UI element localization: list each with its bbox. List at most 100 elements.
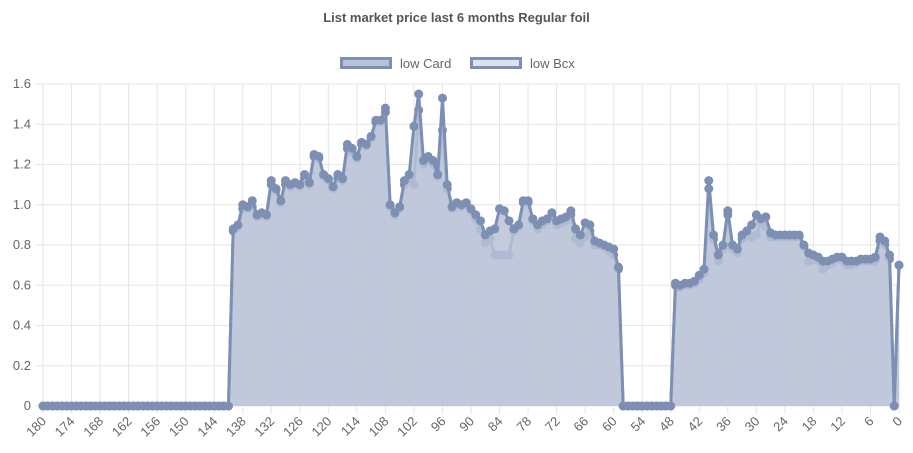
data-point-low-card[interactable]	[704, 176, 714, 186]
x-tick-label: 6	[861, 414, 877, 430]
data-point-low-card[interactable]	[742, 226, 752, 236]
data-point-low-card[interactable]	[442, 180, 452, 190]
data-point-low-card[interactable]	[385, 200, 395, 210]
data-point-low-card[interactable]	[323, 174, 333, 184]
data-point-low-card[interactable]	[380, 103, 390, 113]
x-tick-label: 60	[599, 414, 620, 435]
data-point-low-card[interactable]	[437, 93, 447, 103]
data-point-low-card[interactable]	[575, 230, 585, 240]
series-layer	[38, 89, 904, 411]
data-point-low-card[interactable]	[699, 264, 709, 274]
legend-label-low-card: low Card	[400, 55, 452, 71]
chart-title: List market price last 6 months Regular …	[323, 10, 590, 25]
x-tick-label: 102	[394, 414, 420, 440]
x-tick-label: 144	[194, 414, 220, 440]
data-point-low-card[interactable]	[542, 214, 552, 224]
data-point-low-card[interactable]	[304, 178, 314, 188]
data-point-low-card[interactable]	[690, 276, 700, 286]
data-point-low-card[interactable]	[295, 180, 305, 190]
y-tick-label: 0.6	[13, 277, 31, 292]
data-point-low-card[interactable]	[747, 220, 757, 230]
data-point-low-card[interactable]	[399, 176, 409, 186]
data-point-low-card[interactable]	[490, 224, 500, 234]
x-tick-label: 48	[656, 414, 677, 435]
data-point-low-card[interactable]	[609, 244, 619, 254]
x-tick-label: 162	[109, 414, 135, 440]
data-point-low-card[interactable]	[694, 270, 704, 280]
data-point-low-card[interactable]	[718, 240, 728, 250]
y-axis: 0 0.2 0.4 0.6 0.8 1.0 1.2 1.4 1.6	[13, 76, 31, 413]
data-point-low-card[interactable]	[366, 131, 376, 141]
data-point-low-card[interactable]	[461, 198, 471, 208]
x-tick-label: 120	[309, 414, 335, 440]
data-point-low-card[interactable]	[276, 196, 286, 206]
data-point-low-card[interactable]	[523, 196, 533, 206]
data-point-low-card[interactable]	[794, 230, 804, 240]
data-point-low-card[interactable]	[571, 224, 581, 234]
data-point-low-card[interactable]	[223, 401, 233, 411]
data-point-low-card[interactable]	[395, 202, 405, 212]
x-tick-label: 42	[685, 414, 706, 435]
legend-swatch-low-bcx	[470, 57, 522, 69]
x-tick-label: 132	[251, 414, 277, 440]
data-point-low-card[interactable]	[585, 220, 595, 230]
data-point-low-card[interactable]	[761, 212, 771, 222]
data-point-low-card[interactable]	[361, 139, 371, 149]
data-point-low-card[interactable]	[528, 214, 538, 224]
data-point-low-card[interactable]	[433, 170, 443, 180]
x-tick-label: 12	[827, 414, 848, 435]
data-point-low-card[interactable]	[880, 236, 890, 246]
x-tick-label: 72	[542, 414, 563, 435]
data-point-low-card[interactable]	[266, 176, 276, 186]
x-tick-label: 30	[742, 414, 763, 435]
data-point-low-card[interactable]	[328, 182, 338, 192]
data-point-low-card[interactable]	[709, 230, 719, 240]
data-point-low-card[interactable]	[476, 216, 486, 226]
data-point-low-card[interactable]	[404, 170, 414, 180]
data-point-low-card[interactable]	[870, 252, 880, 262]
data-point-low-card[interactable]	[666, 401, 676, 411]
data-point-low-card[interactable]	[566, 206, 576, 216]
data-point-low-card[interactable]	[247, 196, 257, 206]
data-point-low-card[interactable]	[732, 244, 742, 254]
data-point-low-card[interactable]	[300, 170, 310, 180]
data-point-low-card[interactable]	[499, 206, 509, 216]
data-point-low-card[interactable]	[504, 216, 514, 226]
y-tick-label: 0.4	[13, 318, 31, 333]
data-point-low-card[interactable]	[547, 208, 557, 218]
x-tick-label: 138	[223, 414, 249, 440]
data-point-low-card[interactable]	[428, 155, 438, 165]
data-point-low-card[interactable]	[314, 151, 324, 161]
data-point-low-card[interactable]	[409, 121, 419, 131]
data-point-low-card[interactable]	[376, 115, 386, 125]
data-point-low-card[interactable]	[262, 210, 272, 220]
data-point-low-card[interactable]	[613, 262, 623, 272]
data-point-low-card[interactable]	[390, 208, 400, 218]
data-point-low-card[interactable]	[233, 220, 243, 230]
data-point-low-card[interactable]	[242, 202, 252, 212]
data-point-low-card[interactable]	[713, 250, 723, 260]
data-point-low-card[interactable]	[514, 220, 524, 230]
y-tick-label: 1.6	[13, 76, 31, 91]
legend-item-low-bcx[interactable]: low Bcx	[470, 52, 575, 74]
y-tick-label: 1.2	[13, 157, 31, 172]
x-tick-label: 24	[770, 414, 791, 435]
data-point-low-card[interactable]	[352, 151, 362, 161]
data-point-low-card[interactable]	[889, 401, 899, 411]
data-point-low-card[interactable]	[338, 174, 348, 184]
x-tick-label: 126	[280, 414, 306, 440]
data-point-low-card[interactable]	[471, 210, 481, 220]
x-tick-label: 66	[570, 414, 591, 435]
data-point-low-card[interactable]	[347, 143, 357, 153]
data-point-low-card[interactable]	[271, 184, 281, 194]
data-point-low-card[interactable]	[884, 250, 894, 260]
data-point-low-card[interactable]	[799, 240, 809, 250]
legend-item-low-card[interactable]: low Card	[340, 52, 451, 74]
data-point-low-card[interactable]	[723, 206, 733, 216]
data-point-low-card[interactable]	[561, 212, 571, 222]
data-point-low-card[interactable]	[894, 260, 904, 270]
data-point-low-card[interactable]	[466, 204, 476, 214]
x-tick-label: 114	[338, 414, 363, 439]
x-tick-label: 168	[80, 414, 106, 440]
data-point-low-card[interactable]	[414, 89, 424, 99]
